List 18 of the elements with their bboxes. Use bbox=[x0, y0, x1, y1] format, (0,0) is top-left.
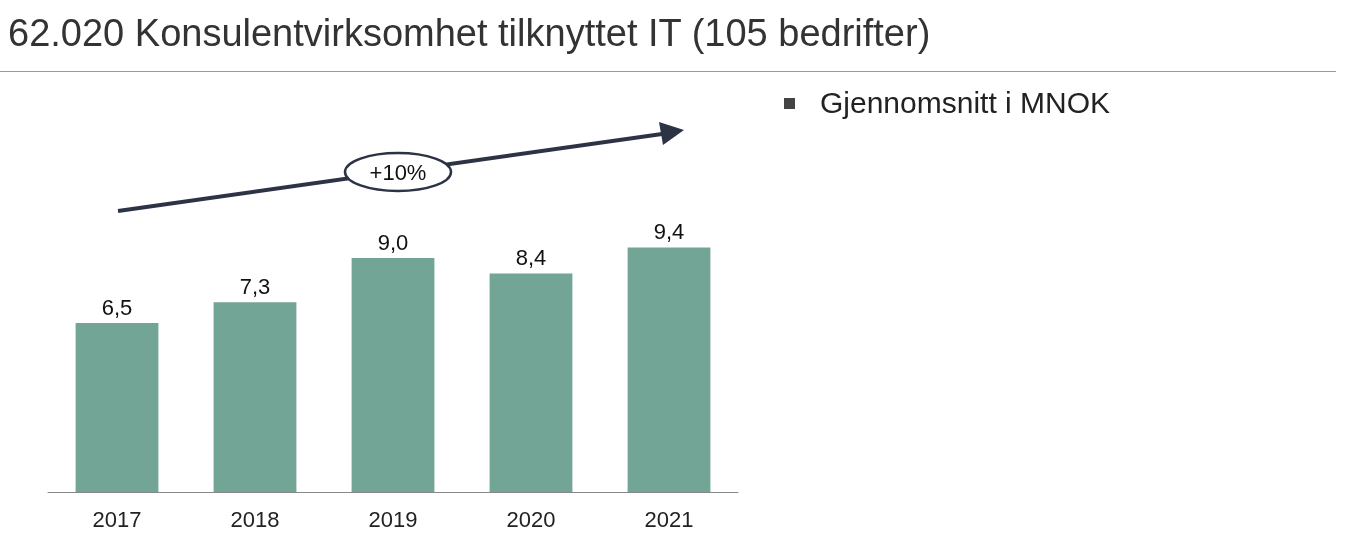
bar bbox=[351, 258, 435, 492]
bar bbox=[627, 247, 711, 492]
data-label: 8,4 bbox=[515, 245, 547, 271]
bar bbox=[75, 323, 159, 492]
bar bbox=[489, 273, 573, 492]
data-label: 9,0 bbox=[377, 229, 409, 255]
x-tick-label: 2019 bbox=[368, 506, 418, 532]
x-tick-label: 2018 bbox=[230, 506, 280, 532]
text: +10% bbox=[369, 160, 427, 185]
bar bbox=[213, 302, 297, 492]
data-label: 7,3 bbox=[239, 273, 271, 299]
x-tick-label: 2020 bbox=[506, 506, 556, 532]
text: Gjennomsnitt i MNOK bbox=[820, 86, 1111, 120]
chart-title: 62.020 Konsulentvirksomhet tilknyttet IT (105 bedrifter) bbox=[8, 12, 931, 55]
x-tick-label: 2021 bbox=[644, 506, 694, 532]
x-tick-label: 2017 bbox=[92, 506, 142, 532]
data-label: 6,5 bbox=[101, 294, 133, 320]
data-label: 9,4 bbox=[653, 219, 685, 245]
